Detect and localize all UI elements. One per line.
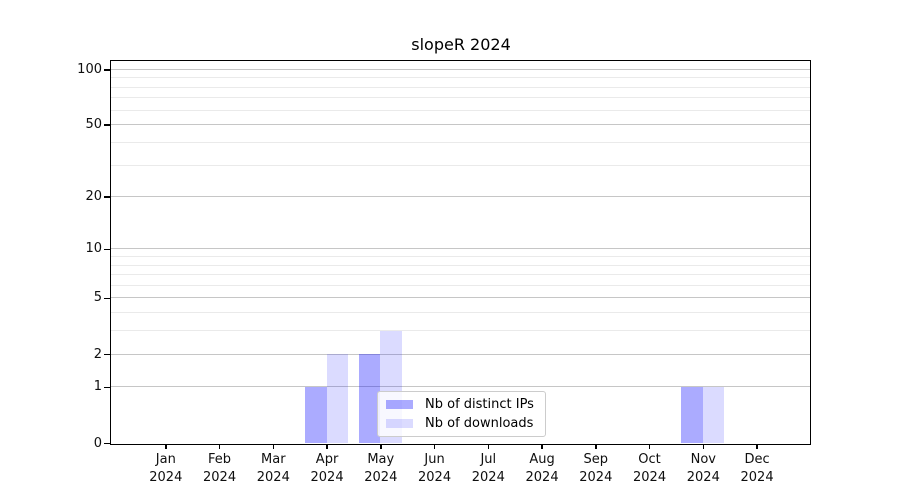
- gridline-minor: [111, 284, 810, 286]
- gridline-minor: [111, 264, 810, 266]
- gridline-minor: [111, 274, 810, 276]
- legend: Nb of distinct IPs Nb of downloads: [377, 391, 546, 437]
- y-tick: [104, 297, 110, 300]
- y-tick-label: 1: [93, 379, 102, 395]
- legend-item: Nb of downloads: [386, 416, 537, 431]
- x-tick: [165, 443, 167, 449]
- x-tick: [433, 443, 436, 449]
- y-tick-label: 2: [93, 346, 102, 362]
- y-tick: [104, 69, 110, 71]
- y-tick-label: 10: [85, 241, 102, 257]
- plot-canvas: [111, 61, 810, 444]
- x-tick-label: Jul 2024: [471, 452, 505, 485]
- y-tick: [104, 124, 110, 126]
- x-tick-label: Nov 2024: [686, 452, 720, 485]
- y-tick: [104, 196, 110, 198]
- gridline-major: [111, 124, 810, 126]
- x-tick-label: Sep 2024: [579, 452, 613, 485]
- y-tick-label: 50: [85, 117, 102, 133]
- x-tick-label: Dec 2024: [740, 452, 774, 485]
- gridline-minor: [111, 141, 810, 143]
- y-tick: [104, 386, 110, 389]
- bar: [702, 386, 725, 443]
- x-tick: [702, 443, 705, 449]
- y-tick: [104, 442, 110, 445]
- gridline-minor: [111, 109, 810, 111]
- x-tick: [648, 443, 651, 449]
- x-tick: [487, 443, 490, 449]
- gridline-major: [111, 68, 810, 70]
- x-tick-label: Mar 2024: [256, 452, 290, 485]
- gridline-minor: [111, 164, 810, 166]
- x-tick: [756, 443, 758, 449]
- gridline-major: [111, 386, 810, 388]
- y-tick: [104, 353, 110, 356]
- legend-item: Nb of distinct IPs: [386, 397, 537, 412]
- gridline-major: [111, 196, 810, 198]
- chart-title: slopeR 2024: [411, 35, 511, 54]
- x-tick: [218, 443, 221, 449]
- gridline-minor: [111, 256, 810, 258]
- legend-swatch: [386, 400, 413, 409]
- x-tick: [595, 443, 597, 449]
- gridline-minor: [111, 77, 810, 79]
- gridline-major: [111, 297, 810, 299]
- gridline-major: [111, 353, 810, 355]
- legend-swatch: [386, 419, 413, 428]
- plot-area: [110, 60, 811, 445]
- x-tick: [380, 443, 382, 449]
- bar: [681, 386, 703, 443]
- y-tick: [104, 248, 110, 251]
- x-tick: [272, 443, 275, 449]
- gridline-minor: [111, 330, 810, 332]
- legend-label: Nb of downloads: [425, 416, 534, 431]
- bar: [358, 354, 381, 443]
- x-tick: [326, 443, 328, 449]
- y-tick-label: 100: [77, 61, 102, 77]
- y-tick-label: 20: [85, 189, 102, 205]
- x-tick-label: Feb 2024: [203, 452, 237, 485]
- bar: [326, 354, 349, 443]
- x-tick-label: Jun 2024: [418, 452, 452, 485]
- legend-label: Nb of distinct IPs: [425, 397, 534, 412]
- x-tick-label: Jan 2024: [149, 452, 183, 485]
- x-tick-label: Oct 2024: [633, 452, 667, 485]
- y-tick-label: 5: [93, 290, 102, 306]
- x-tick: [541, 443, 543, 449]
- y-tick-label: 0: [93, 435, 102, 451]
- x-tick-label: Apr 2024: [310, 452, 344, 485]
- gridline-minor: [111, 86, 810, 88]
- gridline-minor: [111, 97, 810, 99]
- x-tick-label: May 2024: [364, 452, 398, 485]
- gridline-major: [111, 248, 810, 250]
- x-tick-label: Aug 2024: [525, 452, 559, 485]
- bar: [304, 386, 327, 443]
- gridline-minor: [111, 312, 810, 314]
